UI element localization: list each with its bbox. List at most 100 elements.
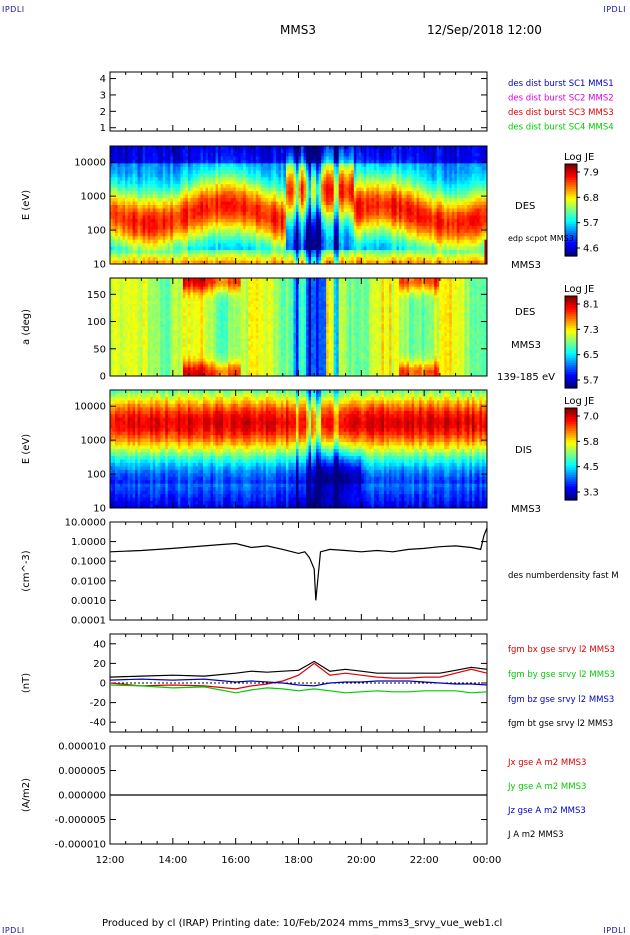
heatmap-cell	[356, 229, 359, 233]
heatmap-cell	[193, 250, 196, 254]
heatmap-cell	[135, 212, 138, 216]
heatmap-cell	[429, 160, 432, 164]
heatmap-cell	[183, 170, 186, 174]
heatmap-cell	[216, 177, 219, 181]
heatmap-cell	[301, 236, 304, 240]
heatmap-cell	[256, 229, 259, 233]
heatmap-cell	[291, 247, 294, 251]
heatmap-cell	[429, 191, 432, 195]
heatmap-cell	[447, 160, 450, 164]
heatmap-cell	[173, 254, 176, 258]
heatmap-cell	[467, 236, 470, 240]
heatmap-cell	[238, 167, 241, 171]
heatmap-cell	[344, 195, 347, 199]
heatmap-cell	[253, 163, 256, 167]
heatmap-cell	[412, 222, 415, 226]
heatmap-cell	[402, 212, 405, 216]
heatmap-cell	[447, 208, 450, 212]
heatmap-cell	[417, 160, 420, 164]
heatmap-cell	[356, 240, 359, 244]
heatmap-cell	[226, 167, 229, 171]
heatmap-cell	[464, 198, 467, 202]
heatmap-cell	[213, 167, 216, 171]
heatmap-cell	[434, 149, 437, 153]
heatmap-cell	[384, 226, 387, 230]
heatmap-cell	[158, 149, 161, 153]
heatmap-cell	[402, 153, 405, 157]
heatmap-cell	[246, 229, 249, 233]
heatmap-cell	[263, 160, 266, 164]
heatmap-cell	[437, 243, 440, 247]
heatmap-cell	[221, 174, 224, 178]
heatmap-cell	[241, 222, 244, 226]
heatmap-cell	[155, 226, 158, 230]
heatmap-cell	[371, 181, 374, 185]
heatmap-cell	[216, 191, 219, 195]
heatmap-cell	[148, 174, 151, 178]
heatmap-cell	[454, 215, 457, 219]
heatmap-cell	[206, 160, 209, 164]
heatmap-cell	[457, 215, 460, 219]
heatmap-cell	[261, 219, 264, 223]
heatmap-cell	[417, 202, 420, 206]
heatmap-cell	[389, 240, 392, 244]
heatmap-cell	[128, 226, 131, 230]
heatmap-cell	[397, 254, 400, 258]
heatmap-cell	[442, 195, 445, 199]
heatmap-cell	[336, 156, 339, 160]
heatmap-cell	[153, 167, 156, 171]
heatmap-cell	[291, 170, 294, 174]
heatmap-cell	[349, 212, 352, 216]
heatmap-cell	[389, 195, 392, 199]
heatmap-cell	[273, 163, 276, 167]
heatmap-cell	[402, 184, 405, 188]
heatmap-cell	[319, 181, 322, 185]
heatmap-cell	[253, 222, 256, 226]
heatmap-cell	[447, 215, 450, 219]
heatmap-cell	[271, 219, 274, 223]
heatmap-cell	[195, 215, 198, 219]
heatmap-cell	[344, 257, 347, 261]
heatmap-cell	[175, 236, 178, 240]
heatmap-cell	[168, 219, 171, 223]
heatmap-cell	[459, 226, 462, 230]
heatmap-cell	[472, 198, 475, 202]
heatmap-cell	[135, 163, 138, 167]
heatmap-cell	[394, 184, 397, 188]
heatmap-cell	[248, 191, 251, 195]
heatmap-cell	[113, 243, 116, 247]
heatmap-cell	[180, 222, 183, 226]
heatmap-cell	[376, 236, 379, 240]
heatmap-cell	[193, 174, 196, 178]
heatmap-cell	[326, 198, 329, 202]
heatmap-cell	[316, 160, 319, 164]
heatmap-cell	[226, 156, 229, 160]
heatmap-cell	[195, 191, 198, 195]
heatmap-cell	[417, 198, 420, 202]
heatmap-cell	[170, 160, 173, 164]
heatmap-cell	[243, 257, 246, 261]
heatmap-cell	[203, 177, 206, 181]
heatmap-cell	[145, 149, 148, 153]
heatmap-cell	[321, 257, 324, 261]
heatmap-cell	[283, 188, 286, 192]
heatmap-cell	[190, 195, 193, 199]
heatmap-cell	[447, 229, 450, 233]
heatmap-cell	[283, 254, 286, 258]
heatmap-cell	[356, 250, 359, 254]
heatmap-cell	[158, 205, 161, 209]
heatmap-cell	[314, 205, 317, 209]
heatmap-cell	[193, 153, 196, 157]
heatmap-cell	[251, 198, 254, 202]
heatmap-cell	[381, 198, 384, 202]
heatmap-cell	[326, 226, 329, 230]
heatmap-cell	[266, 167, 269, 171]
heatmap-cell	[429, 250, 432, 254]
heatmap-cell	[442, 219, 445, 223]
heatmap-cell	[278, 174, 281, 178]
heatmap-cell	[226, 226, 229, 230]
heatmap-cell	[198, 250, 201, 254]
heatmap-cell	[130, 156, 133, 160]
heatmap-cell	[293, 236, 296, 240]
heatmap-cell	[273, 254, 276, 258]
